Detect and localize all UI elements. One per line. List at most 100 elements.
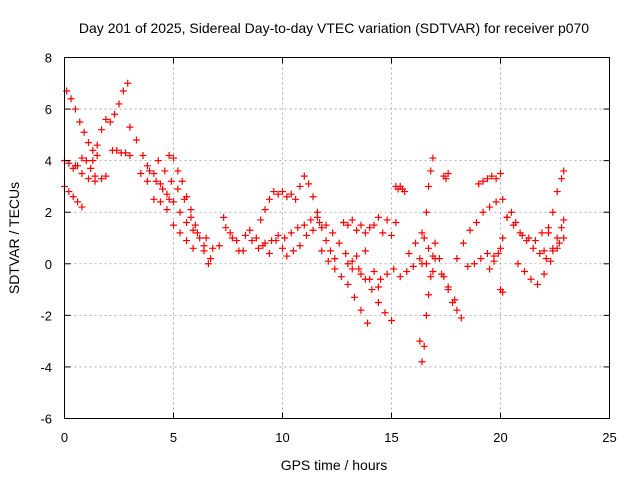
data-point [453,306,461,314]
data-point [344,221,352,229]
series-arc-22 [370,213,400,239]
data-point [357,306,365,314]
data-point [132,136,140,144]
data-point [558,224,566,232]
data-point [65,188,73,196]
data-point [239,247,247,255]
data-point [71,105,79,113]
data-point [98,175,106,183]
data-point [326,247,334,255]
data-point [536,249,544,257]
data-point [183,237,191,245]
data-point [287,229,295,237]
x-tick-label: 15 [384,430,398,445]
data-point [146,167,154,175]
data-point [390,265,398,273]
data-point [383,270,391,278]
data-point [401,188,409,196]
series-arc-38 [540,167,568,255]
data-point [377,275,385,283]
data-point [429,268,437,276]
data-point [361,247,369,255]
data-point [553,188,561,196]
series-arc-26 [418,154,437,268]
x-tick-label: 25 [602,430,616,445]
data-point [486,203,494,211]
data-point [154,157,162,165]
data-point [183,193,191,201]
data-point [170,221,177,229]
data-point [497,244,504,252]
data-point [261,206,269,214]
data-point [115,100,123,108]
data-point [78,203,86,211]
axis-ticks [64,57,610,419]
data-point [246,226,254,234]
data-point [102,172,110,180]
y-axis-label: SDTVAR / TECUs [6,182,22,294]
series-arc-4 [89,79,132,165]
data-point [313,213,321,221]
data-point [174,167,182,175]
data-point [366,224,374,232]
data-point [302,231,310,239]
data-point [470,260,478,268]
data-point [80,128,88,136]
data-point [265,249,273,257]
data-point [503,213,511,221]
data-point [560,234,568,242]
series-arc-30 [453,195,507,263]
data-point [296,242,304,250]
data-point [383,216,391,224]
data-point [396,273,404,281]
data-point [497,170,504,178]
data-point [139,151,147,159]
data-point [473,219,481,227]
data-point [111,110,119,118]
data-point [156,180,164,188]
data-point [143,162,151,170]
data-point [265,195,273,203]
series-arc-21 [340,216,374,237]
y-tick-label: -2 [40,308,52,323]
data-point [353,252,361,260]
y-tick-label: 8 [45,51,52,66]
data-point [353,226,361,234]
data-point [361,229,369,237]
data-point [416,255,424,263]
data-point [429,154,437,162]
data-point [274,190,282,198]
data-point [252,234,260,242]
data-point [187,206,195,214]
data-point [370,268,378,276]
y-tick-label: -4 [40,360,52,375]
series-arc-16 [296,172,339,263]
data-point [388,317,395,325]
data-point [492,175,500,183]
data-point [344,280,352,288]
series-arc-8 [137,170,197,252]
data-point [324,257,332,265]
series-arc-3 [63,87,101,159]
data-point [342,249,350,257]
data-point [187,213,195,221]
data-point [122,149,130,157]
data-point [241,231,249,239]
data-point [318,224,326,232]
data-point [444,286,452,294]
data-point [466,226,474,234]
data-point [357,270,365,278]
data-point [215,242,223,250]
data-point [540,247,548,255]
series-arc-15 [283,219,330,260]
data-point [281,234,289,242]
series-arc-14 [257,188,300,224]
data-point [259,242,267,250]
data-point [388,231,395,239]
data-point [529,244,537,252]
data-point [370,221,378,229]
data-point [200,247,208,255]
series-arc-37 [518,224,552,245]
data-point [222,224,230,232]
data-point [309,226,317,234]
